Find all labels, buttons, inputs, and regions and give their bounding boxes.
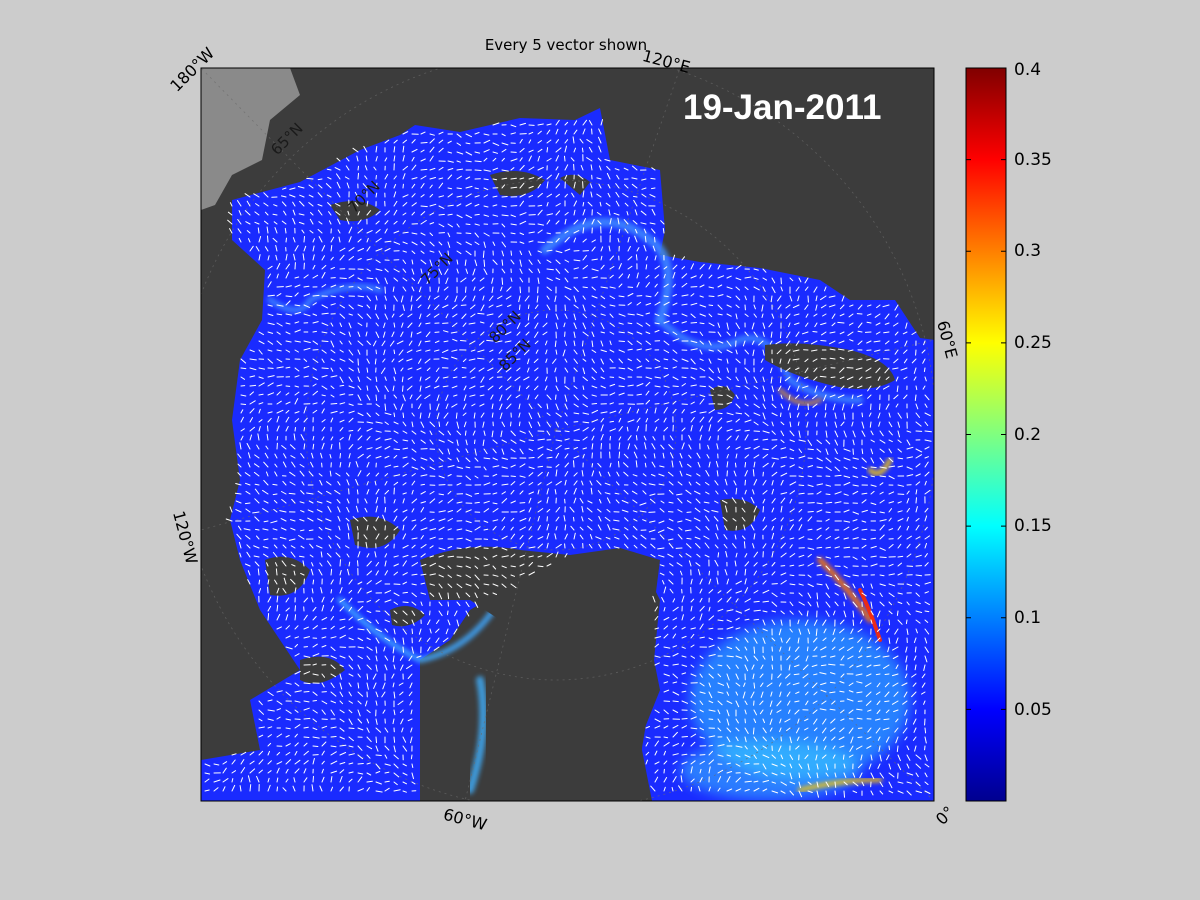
- velocity-highlights: [267, 217, 910, 800]
- colorbar-tick-label: 0.35: [1014, 150, 1052, 170]
- velocity-vectors: [204, 119, 932, 798]
- colorbar-tick-label: 0.25: [1014, 333, 1052, 353]
- landmasses: [265, 171, 895, 801]
- colorbar-tick-label: 0.05: [1014, 700, 1052, 720]
- map-frame: [200, 67, 935, 802]
- colorbar-tick-label: 0.15: [1014, 516, 1052, 536]
- plot-title: Every 5 vector shown: [484, 36, 648, 54]
- date-label: 19-Jan-2011: [683, 88, 882, 127]
- light-land-area: [201, 68, 300, 210]
- colorbar-tick-label: 0.3: [1014, 241, 1042, 261]
- colorbar-tick-label: 0.4: [1014, 60, 1042, 80]
- colorbar-ticks: [966, 67, 1006, 710]
- colorbar: [965, 67, 1007, 802]
- vector-field: [204, 119, 932, 798]
- colorbar-tick-label: 0.2: [1014, 425, 1042, 445]
- colorbar-tick-label: 0.1: [1014, 608, 1042, 628]
